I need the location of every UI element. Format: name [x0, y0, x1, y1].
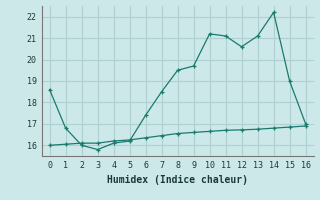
X-axis label: Humidex (Indice chaleur): Humidex (Indice chaleur)	[107, 175, 248, 185]
